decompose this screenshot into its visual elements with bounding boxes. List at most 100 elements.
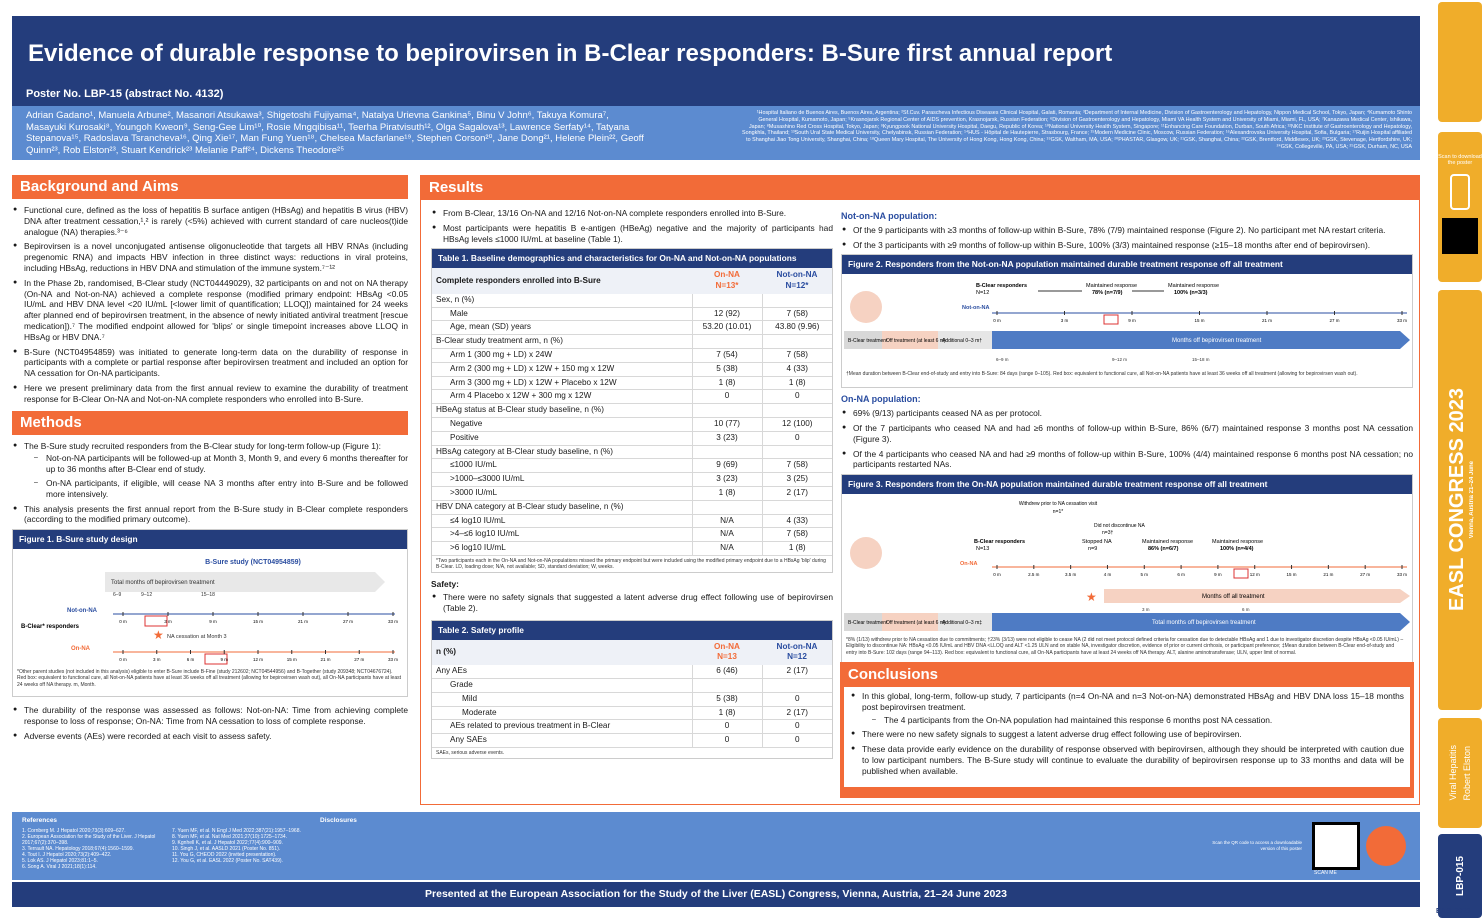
reference-item: 3. Terrault NA. Hepatology 2018;67(4):15… — [22, 846, 134, 852]
results-right: Not-on-NA population: Of the 9 participa… — [841, 208, 1413, 665]
table-cell: N/A — [691, 541, 762, 556]
table-row: Male 12 (92) 7 (58) — [432, 307, 832, 322]
table-cell: Age, mean (SD) years — [432, 320, 692, 336]
table-cell: 1 (8) — [691, 706, 762, 721]
download-icon[interactable] — [1366, 826, 1406, 866]
table-cell: 1 (8) — [691, 486, 762, 501]
sub-item: Not-on-NA participants will be followed-… — [24, 453, 408, 475]
results-panel: Results From B-Clear, 13/16 On-NA and 12… — [420, 175, 1420, 805]
table-row: Sex, n (%) — [432, 293, 832, 308]
reference-item: 2. European Association for the Study of… — [22, 834, 156, 846]
table-cell: 2 (17) — [761, 486, 832, 501]
tick-label: 0 m — [119, 619, 127, 624]
maintained-label: Maintained response — [1168, 283, 1219, 289]
list-item: In the Phase 2b, randomised, B-Clear stu… — [12, 278, 408, 343]
table-cell: 1 (8) — [761, 541, 832, 556]
left-column: Background and Aims Functional cure, def… — [12, 175, 408, 746]
tick-label: 21 m — [1323, 572, 1333, 577]
list-item: There were no new safety signals to sugg… — [850, 729, 1404, 740]
table-cell — [691, 678, 762, 693]
list-item: Most participants were hepatitis B e-ant… — [431, 223, 833, 245]
table-2-title: Table 2. Safety profile — [432, 620, 832, 640]
table-cell: ≤1000 IU/mL — [432, 458, 692, 474]
tick-label: 0 m — [993, 572, 1001, 577]
table-cell: 7 (58) — [761, 348, 832, 363]
table-cell: 43.80 (9.96) — [761, 320, 832, 336]
figure-3: Figure 3. Responders from the On-NA popu… — [841, 474, 1413, 665]
reference-item: 6. Song A. Viral J 2021;18(1):114. — [22, 864, 97, 870]
reference-item: 5. Lok AS. J Hepatol 2023;81:1–5. — [22, 858, 98, 864]
table-cell: 0 — [761, 733, 832, 748]
off-all-label: Months off all treatment — [1202, 594, 1265, 600]
results-left: From B-Clear, 13/16 On-NA and 12/16 Not-… — [431, 208, 833, 760]
cessation-label: NA cessation at Month 3 — [167, 634, 227, 640]
table-row: ≤1000 IU/mL 9 (69) 7 (58) — [432, 458, 832, 474]
tick-label: 33 m — [1397, 572, 1407, 577]
list-item: These data provide early evidence on the… — [850, 744, 1404, 776]
congress-label: EASL CONGRESS 2023 — [1445, 388, 1468, 612]
range-label: 6–9 m — [996, 357, 1009, 362]
figure-1-title: Figure 1. B-Sure study design — [13, 530, 407, 549]
stage-label: Off treatment (at least 6 m) — [886, 620, 946, 626]
maintained-value: 100% (n=3/3) — [1174, 290, 1208, 296]
column-header: Complete responders enrolled into B-Sure — [432, 268, 692, 294]
author-label: Robert Elston — [1462, 745, 1472, 801]
rail-topic-box: Viral Hepatitis Robert Elston — [1438, 718, 1482, 828]
table-row: Negative 10 (77) 12 (100) — [432, 417, 832, 432]
on-na-label: On-NA — [71, 646, 91, 652]
n-label: N=13 — [976, 546, 989, 552]
background-header: Background and Aims — [12, 175, 408, 199]
method-text: The B-Sure study recruited responders fr… — [24, 440, 382, 451]
tick-label: 6 m — [187, 657, 195, 662]
tick-group: 0 m 3 m 9 m 15 m 21 m 27 m 33 m — [993, 311, 1407, 323]
figure-2: Figure 2. Responders from the Not-on-NA … — [841, 254, 1413, 389]
list-item: The B-Sure study recruited responders fr… — [12, 441, 408, 500]
table-cell: Negative — [432, 417, 692, 432]
table-cell: >3000 IU/mL — [432, 486, 692, 501]
tick-label: 2.5 m — [1028, 572, 1040, 577]
qr-code-icon[interactable] — [1312, 822, 1360, 870]
results-list: From B-Clear, 13/16 On-NA and 12/16 Not-… — [431, 208, 833, 244]
table-1-footnote: *Two participants each in the On-NA and … — [436, 557, 826, 571]
maintained-value: 86% (n=6/7) — [1148, 546, 1179, 552]
table-cell: 3 (23) — [691, 472, 762, 487]
table-header-row: n (%) On-NA N=13 Not-on-NA N=12 — [432, 639, 832, 666]
tick-label: 3 m — [153, 657, 161, 662]
list-item: In this global, long-term, follow-up stu… — [850, 691, 1404, 725]
figure-3-diagram: Withdrew prior to NA cessation visit n=1… — [844, 501, 1410, 632]
table-cell: Arm 1 (300 mg + LD) x 24W — [432, 348, 692, 363]
table-cell: 0 — [761, 389, 832, 405]
not-on-na-heading: Not-on-NA population: — [841, 211, 938, 221]
maintained-value: 78% (n=7/9) — [1092, 290, 1123, 296]
table-2-body: Any AEs 6 (46) 2 (17) Grade Mild 5 (38) 0 Moder… — [432, 665, 832, 748]
table-cell: HBV DNA category at B-Clear study baseli… — [432, 500, 692, 515]
stage-box — [938, 613, 992, 632]
phone-icon — [1450, 174, 1470, 210]
tick-label: 21 m — [1262, 318, 1272, 323]
range-label: 15–18 m — [1192, 357, 1210, 362]
table-cell: HBeAg status at B-Clear study baseline, … — [432, 403, 692, 418]
tick-label: 0 m — [993, 318, 1001, 323]
affiliations: ¹Hospital Italiano de Buenos Aires, Buen… — [742, 110, 1412, 150]
tick-label: 27 m — [354, 657, 364, 662]
table-cell: 7 (58) — [761, 307, 832, 322]
sub-list: The 4 participants from the On-NA popula… — [862, 715, 1404, 726]
table-cell: Male — [432, 307, 692, 322]
range-label: 9–12 — [141, 592, 152, 598]
table-row: Moderate 1 (8) 2 (17) — [432, 706, 832, 721]
poster-number: Poster No. LBP-15 (abstract No. 4132) — [26, 88, 224, 100]
table-cell: 7 (54) — [691, 348, 762, 363]
person-icon — [850, 291, 882, 324]
range-label: 9–12 m — [1112, 357, 1127, 362]
table-cell — [761, 445, 832, 460]
scan-label: Scan to download the poster — [1438, 154, 1482, 166]
table-cell: 0 — [761, 692, 832, 707]
reference-item: 7. Yuen MF, et al. N Engl J Med 2022;387… — [172, 828, 301, 834]
tick-label: 15 m — [1287, 572, 1297, 577]
tick-label: 5 m — [1141, 572, 1149, 577]
qr-code-icon[interactable] — [1442, 218, 1478, 254]
table-cell — [761, 334, 832, 349]
rail-scan-box[interactable]: Scan to download the poster — [1438, 132, 1482, 282]
rail-congress-box: EASL CONGRESS 2023 Vienna, Austria 21–24… — [1438, 290, 1482, 710]
not-on-na-label: Not-on-NA — [67, 608, 98, 614]
